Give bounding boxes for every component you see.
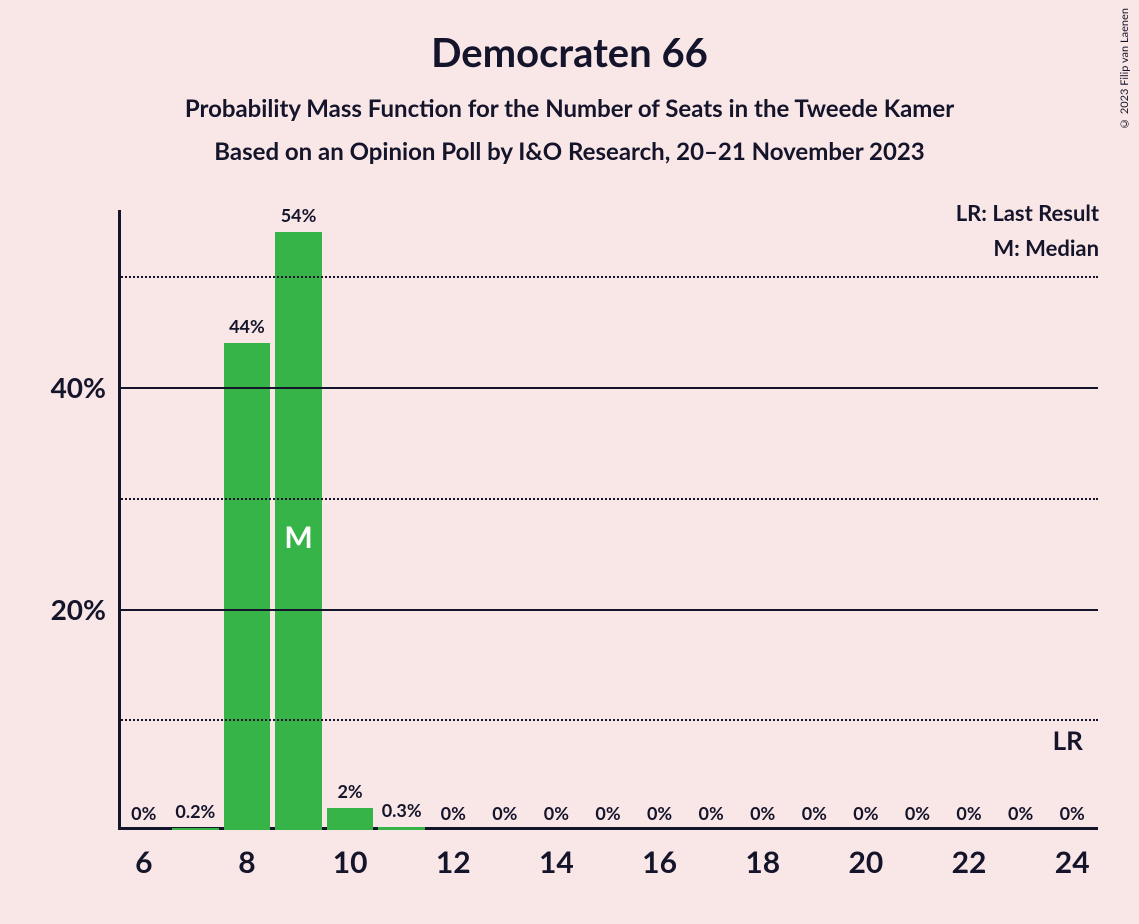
bar-slot: 0%	[791, 210, 837, 830]
bar-value-label: 44%	[229, 315, 265, 337]
gridline-minor	[118, 498, 1098, 500]
bar-slot: 0%	[482, 210, 528, 830]
bar-value-label: 0%	[131, 802, 156, 824]
bar-value-label: 0%	[1060, 802, 1085, 824]
x-axis-tick-label: 12	[436, 844, 471, 880]
x-axis-tick-label: 20	[848, 844, 883, 880]
bar-value-label: 0%	[750, 802, 775, 824]
bar-slot: 0%	[636, 210, 682, 830]
x-axis-tick-label: 14	[539, 844, 574, 880]
gridline-major	[118, 609, 1098, 611]
bar-value-label: 0%	[647, 802, 672, 824]
bar-value-label: 0.2%	[175, 800, 215, 822]
bar-value-label: 0%	[1008, 802, 1033, 824]
x-axis-tick-label: 10	[333, 844, 368, 880]
bar-slot: 0%	[121, 210, 167, 830]
median-marker: M	[284, 519, 312, 555]
gridline-minor	[118, 276, 1098, 278]
bar-slot: 0.2%	[172, 210, 218, 830]
bar-value-label: 0%	[853, 802, 878, 824]
bar-value-label: 0%	[802, 802, 827, 824]
x-axis-tick-label: 18	[745, 844, 780, 880]
copyright-text: © 2023 Filip van Laenen	[1118, 8, 1131, 130]
bar-slot: 0%	[946, 210, 992, 830]
bar-value-label: 0%	[492, 802, 517, 824]
gridline-major	[118, 387, 1098, 389]
bar-slot: 0%	[997, 210, 1043, 830]
x-axis-tick-label: 22	[952, 844, 987, 880]
bar: 0.2%	[172, 828, 218, 830]
bar-slot: 0%	[843, 210, 889, 830]
bar: 2%	[327, 808, 373, 830]
bar: 54%M	[275, 232, 321, 830]
bar: 0.3%	[378, 827, 424, 830]
bar-value-label: 0.3%	[382, 799, 422, 821]
bar-value-label: 0%	[956, 802, 981, 824]
bar-slot: 0%	[740, 210, 786, 830]
gridline-minor	[118, 719, 1098, 721]
bar-value-label: 2%	[337, 780, 362, 802]
bar-value-label: 0%	[905, 802, 930, 824]
y-axis-tick-label: 40%	[51, 370, 118, 404]
chart-subtitle: Probability Mass Function for the Number…	[0, 94, 1139, 123]
bar-slot: 0.3%	[378, 210, 424, 830]
bar-value-label: 0%	[544, 802, 569, 824]
bar-slot: 0%	[894, 210, 940, 830]
bar-slot: 0%	[585, 210, 631, 830]
x-axis-tick-label: 24	[1055, 844, 1090, 880]
bar-value-label: 0%	[595, 802, 620, 824]
x-axis-tick-label: 6	[135, 844, 152, 880]
x-axis-tick-label: 8	[238, 844, 255, 880]
plot-area: 0%0.2%44%54%M2%0.3%0%0%0%0%0%0%0%0%0%0%0…	[118, 210, 1098, 830]
chart-subtitle-2: Based on an Opinion Poll by I&O Research…	[0, 137, 1139, 166]
x-axis-tick-label: 16	[642, 844, 677, 880]
bar: 44%	[224, 343, 270, 830]
chart-title: Democraten 66	[0, 0, 1139, 76]
chart-area: 0%0.2%44%54%M2%0.3%0%0%0%0%0%0%0%0%0%0%0…	[118, 210, 1098, 830]
last-result-marker: LR	[1053, 724, 1083, 756]
bars-container: 0%0.2%44%54%M2%0.3%0%0%0%0%0%0%0%0%0%0%0…	[118, 210, 1098, 830]
y-axis-tick-label: 20%	[51, 592, 118, 626]
bar-slot: 2%	[327, 210, 373, 830]
bar-slot: 44%	[224, 210, 270, 830]
bar-value-label: 0%	[441, 802, 466, 824]
bar-value-label: 0%	[699, 802, 724, 824]
bar-slot: 0%	[533, 210, 579, 830]
bar-slot: 0%	[688, 210, 734, 830]
bar-slot: 54%M	[275, 210, 321, 830]
bar-slot: 0%	[430, 210, 476, 830]
bar-value-label: 54%	[281, 204, 317, 226]
